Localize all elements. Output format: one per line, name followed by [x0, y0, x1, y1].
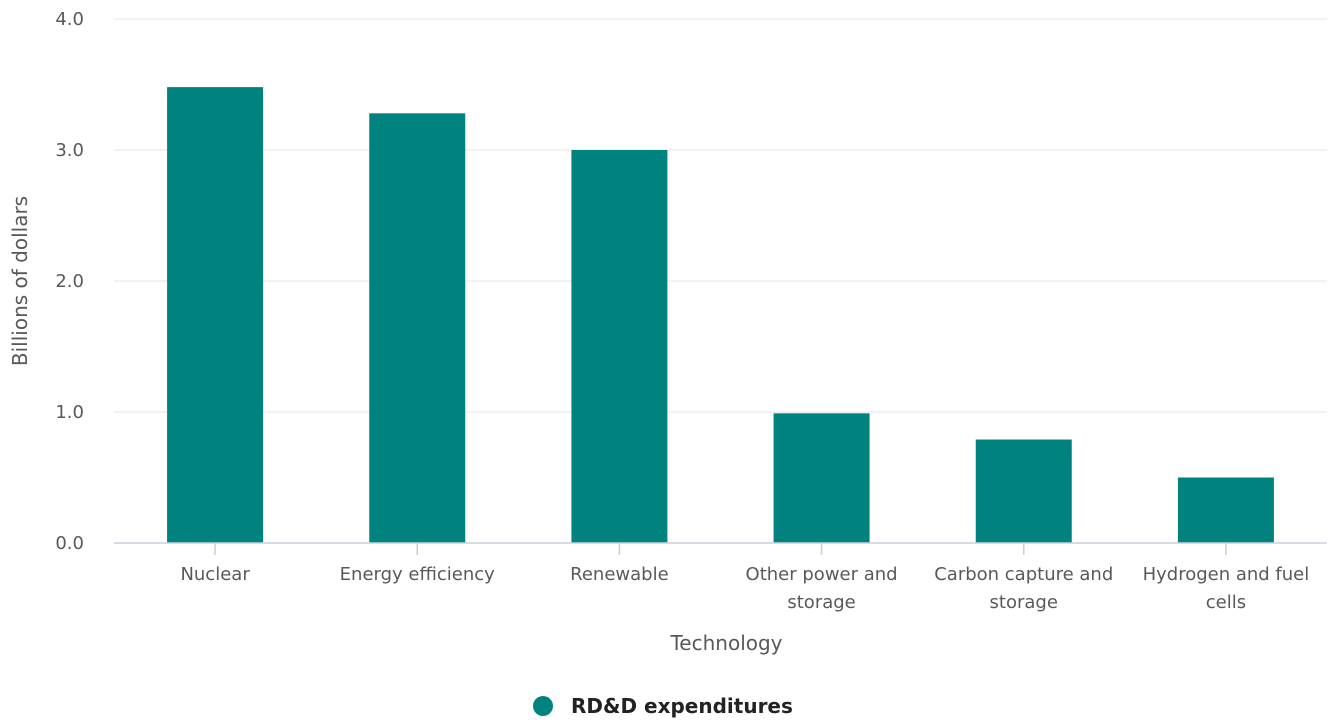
x-axis-labels: Nuclear Energy efficiency Renewable Other p…: [180, 543, 1309, 613]
y-axis: 0.0 1.0 2.0 3.0 4.0: [55, 9, 84, 554]
y-tick-label: 3.0: [55, 140, 84, 161]
bars: [167, 87, 1274, 544]
x-tick-label: Nuclear: [180, 564, 250, 585]
bar[interactable]: [773, 413, 870, 543]
x-tick-label-line: Nuclear: [180, 564, 250, 585]
legend[interactable]: RD&D expenditures: [533, 694, 793, 718]
y-tick-label: 1.0: [55, 402, 84, 423]
y-tick-label: 2.0: [55, 271, 84, 292]
x-axis-title: Technology: [669, 631, 782, 655]
bar[interactable]: [167, 87, 264, 544]
bar[interactable]: [975, 439, 1072, 543]
x-tick-label: Energy efficiency: [340, 564, 495, 585]
x-tick-label-line: Other power and: [746, 564, 898, 585]
x-tick-label-line: Renewable: [570, 564, 669, 585]
x-tick-label-line: Hydrogen and fuel: [1143, 564, 1310, 585]
x-tick-label-line: storage: [990, 592, 1058, 613]
bar[interactable]: [571, 150, 668, 543]
x-tick-label-line: storage: [787, 592, 855, 613]
legend-label: RD&D expenditures: [571, 694, 793, 718]
x-tick-label-line: Carbon capture and: [934, 564, 1113, 585]
bar[interactable]: [1177, 477, 1274, 544]
y-tick-label: 0.0: [55, 533, 84, 554]
gridlines: [114, 18, 1327, 413]
x-tick-label: Hydrogen and fuel cells: [1143, 564, 1310, 613]
bar[interactable]: [369, 113, 466, 543]
x-tick-label-line: cells: [1206, 592, 1246, 613]
x-tick-label-line: Energy efficiency: [340, 564, 495, 585]
x-tick-label: Carbon capture and storage: [934, 564, 1113, 613]
y-tick-label: 4.0: [55, 9, 84, 30]
y-axis-title: Billions of dollars: [8, 196, 32, 366]
legend-marker-icon: [533, 696, 553, 716]
x-tick-label: Renewable: [570, 564, 669, 585]
x-tick-label: Other power and storage: [746, 564, 898, 613]
